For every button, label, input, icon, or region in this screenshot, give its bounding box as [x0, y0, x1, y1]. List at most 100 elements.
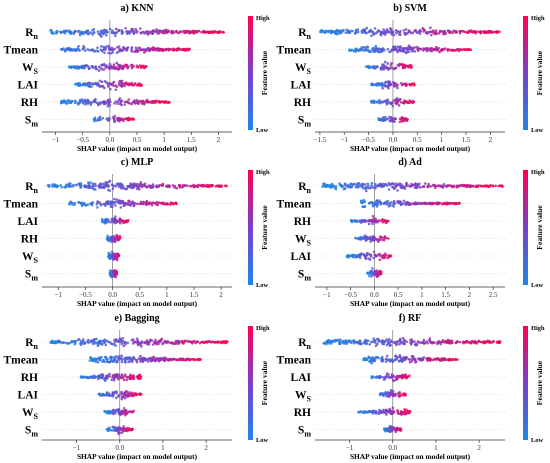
colorbar-gradient: [248, 16, 253, 130]
shap-point: [162, 202, 166, 205]
shap-point: [386, 117, 389, 121]
shap-point: [429, 30, 433, 34]
shap-point: [114, 411, 117, 415]
shap-point: [424, 182, 427, 185]
shap-points: [349, 214, 390, 226]
x-axis-label: SHAP value (impact on model output): [350, 452, 471, 461]
shap-point: [120, 397, 124, 401]
shap-point: [169, 203, 172, 206]
shap-point: [115, 273, 119, 276]
shap-point: [386, 62, 390, 65]
shap-point: [370, 66, 374, 69]
feature-label-s_m: Sm: [298, 269, 311, 283]
colorbar-high-label: High: [531, 325, 545, 332]
shap-point: [130, 339, 134, 342]
colorbar-low-label: Low: [256, 127, 268, 134]
shap-point: [353, 219, 356, 222]
shap-point: [437, 202, 440, 205]
shap-point: [116, 100, 120, 103]
feature-label-r_n: Rn: [25, 337, 38, 351]
feature-row-s_m: Sm: [25, 115, 232, 129]
colorbar-title: Feature value: [260, 205, 269, 250]
shap-point: [202, 30, 205, 34]
shap-point: [391, 185, 395, 189]
shap-point: [396, 200, 400, 203]
shap-point: [144, 203, 148, 207]
shap-point: [409, 100, 413, 104]
shap-point: [381, 47, 385, 50]
shap-point: [135, 341, 138, 344]
shap-point: [494, 30, 497, 34]
shap-point: [381, 220, 385, 224]
shap-point: [365, 253, 369, 257]
shap-point: [134, 27, 137, 31]
shap-point: [135, 64, 139, 67]
shap-point: [130, 394, 133, 398]
shap-point: [358, 48, 361, 51]
shap-point: [482, 184, 486, 188]
shap-point: [84, 64, 88, 68]
shap-point: [403, 338, 406, 342]
shap-point: [135, 358, 139, 362]
shap-point: [435, 184, 438, 188]
shap-point: [109, 273, 112, 277]
feature-row-lai: LAI: [18, 80, 232, 92]
shap-point: [376, 271, 379, 275]
shap-point: [132, 32, 136, 35]
shap-point: [439, 358, 443, 361]
shap-point: [120, 48, 124, 52]
shap-point: [390, 358, 394, 361]
shap-point: [164, 48, 168, 52]
shap-point: [469, 184, 473, 188]
shap-point: [109, 221, 112, 224]
shap-point: [343, 340, 347, 343]
shap-point: [166, 47, 170, 51]
shap-point: [128, 82, 131, 85]
shap-point: [91, 66, 94, 69]
shap-point: [375, 375, 379, 378]
shap-point: [60, 186, 64, 189]
shap-point: [143, 51, 146, 54]
shap-point: [83, 184, 87, 187]
shap-point: [120, 99, 124, 103]
shap-point: [466, 31, 470, 34]
shap-point: [184, 48, 187, 52]
shap-point: [341, 341, 345, 345]
shap-point: [436, 49, 440, 52]
shap-point: [363, 183, 367, 186]
shap-point: [415, 45, 419, 49]
shap-point: [66, 99, 70, 103]
shap-point: [109, 82, 112, 86]
shap-point: [330, 342, 333, 345]
feature-row-r_n: Rn: [25, 337, 232, 351]
shap-point: [363, 254, 367, 257]
shap-point: [124, 341, 127, 344]
feature-label-w_s: WS: [22, 407, 39, 421]
shap-point: [169, 341, 172, 345]
shap-point: [74, 183, 78, 187]
shap-point: [346, 254, 350, 258]
shap-point: [101, 182, 105, 185]
shap-point: [418, 358, 422, 362]
shap-point: [127, 65, 130, 68]
shap-point: [376, 201, 379, 205]
shap-point: [413, 29, 416, 33]
shap-point: [431, 29, 435, 32]
shap-point: [483, 31, 487, 34]
shap-point: [396, 86, 399, 90]
shap-point: [118, 80, 121, 83]
shap-point: [367, 30, 371, 34]
shap-point: [375, 237, 379, 241]
shap-point: [102, 62, 106, 66]
shap-point: [134, 82, 137, 85]
shap-point: [88, 81, 91, 84]
shap-point: [121, 183, 124, 187]
shap-point: [458, 184, 462, 187]
shap-point: [426, 341, 429, 345]
shap-point: [389, 339, 393, 343]
shap-point: [151, 32, 155, 35]
shap-point: [407, 411, 411, 414]
feature-row-w_s: WS: [22, 407, 232, 421]
